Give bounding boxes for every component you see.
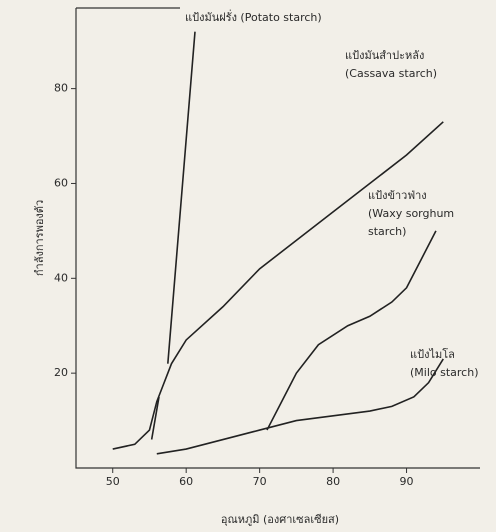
y-tick-label: 60 — [54, 176, 68, 189]
x-tick-label: 60 — [179, 475, 193, 488]
x-tick-label: 90 — [400, 475, 414, 488]
line — [157, 359, 443, 454]
y-axis-label: กำลังการพองตัว — [33, 200, 46, 276]
series-annotation: (Cassava starch) — [345, 67, 437, 80]
series-annotation: แป้งมันสำปะหลัง — [345, 49, 424, 62]
line — [267, 231, 436, 430]
chart: อุณหภูมิ (องศาเซลเซียส) กำลังการพองตัว 5… — [0, 0, 496, 532]
series-annotation: (Milo starch) — [410, 366, 479, 379]
x-tick-label: 50 — [106, 475, 120, 488]
line — [152, 32, 195, 440]
series-annotation: แป้งมันฝรั่ง (Potato starch) — [185, 9, 322, 24]
series-annotation: แป้งไมโล — [410, 347, 455, 361]
x-tick-label: 80 — [326, 475, 340, 488]
series-annotation: แป้งข้าวฟ่าง — [368, 189, 427, 202]
x-axis-label: อุณหภูมิ (องศาเซลเซียส) — [221, 513, 339, 526]
series-annotation: (Waxy sorghum — [368, 207, 454, 220]
x-tick-label: 70 — [253, 475, 267, 488]
y-tick-label: 40 — [54, 271, 68, 284]
y-tick-label: 20 — [54, 366, 68, 379]
line — [113, 122, 444, 449]
series-annotation: starch) — [368, 225, 406, 238]
y-tick-label: 80 — [54, 82, 68, 95]
